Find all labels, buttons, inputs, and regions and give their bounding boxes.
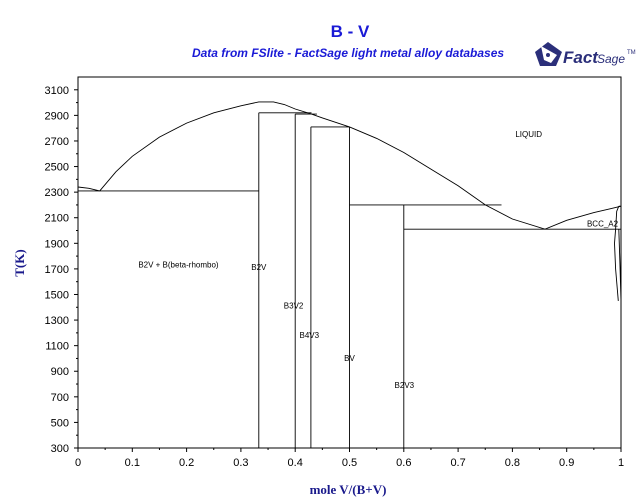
logo-trademark: TM — [627, 50, 636, 56]
y-tick-label: 700 — [51, 392, 69, 404]
x-tick-label: 0.7 — [450, 457, 465, 469]
phase-boundary-line — [77, 186, 100, 192]
x-tick-label: 0.5 — [342, 457, 357, 469]
phase-region-label: B3V2 — [284, 302, 304, 311]
y-tick-label: 2900 — [45, 110, 69, 122]
phase-boundary-line — [614, 229, 619, 301]
y-tick-label: 1300 — [45, 315, 69, 327]
y-tick-label: 1900 — [45, 238, 69, 250]
phase-region-label: B2V + B(beta-rhombo) — [138, 261, 219, 270]
y-axis-label: T(K) — [12, 249, 27, 276]
x-tick-label: 0.6 — [396, 457, 411, 469]
phase-region-labels: LIQUID B2V + B(beta-rhombo) B2V B3V2 B4V3 BV B… — [138, 130, 618, 390]
chart-subtitle: Data from FSlite - FactSage light metal … — [192, 46, 504, 60]
phase-region-label: LIQUID — [515, 130, 542, 139]
chart-title: B - V — [331, 22, 370, 41]
x-tick-label: 0.8 — [505, 457, 520, 469]
y-tick-label: 500 — [51, 417, 69, 429]
x-tick-label: 0.9 — [559, 457, 574, 469]
factsage-logo: Fact Sage TM — [535, 42, 636, 67]
phase-boundary-line — [615, 206, 620, 230]
x-axis-label: mole V/(B+V) — [310, 482, 387, 497]
y-tick-label: 1500 — [45, 289, 69, 301]
phase-region-label: B4V3 — [300, 331, 320, 340]
y-tick-label: 1100 — [45, 341, 69, 353]
x-tick-label: 0.3 — [233, 457, 248, 469]
logo-text-fact: Fact — [563, 48, 599, 67]
y-tick-label: 900 — [51, 366, 69, 378]
y-tick-label: 2700 — [45, 136, 69, 148]
y-tick-label: 2100 — [45, 213, 69, 225]
phase-boundary-lines — [77, 101, 622, 448]
y-tick-label: 3100 — [45, 85, 69, 97]
phase-region-label: BCC_A2 — [587, 220, 619, 229]
x-tick-label: 0.4 — [288, 457, 303, 469]
factsage-logo-molecule-icon — [535, 42, 562, 66]
phase-boundary-line — [618, 229, 622, 301]
y-tick-label: 2500 — [45, 162, 69, 174]
phase-region-label: B2V — [251, 263, 267, 272]
x-tick-label: 0.1 — [125, 457, 140, 469]
x-tick-label: 0.2 — [179, 457, 194, 469]
x-tick-label: 0 — [75, 457, 81, 469]
phase-region-label: BV — [344, 354, 355, 363]
phase-region-label: B2V3 — [395, 381, 415, 390]
phase-boundary-line — [99, 101, 622, 230]
y-axis: 300 500 700 900 1100 1300 1500 1700 1900 2100 2300… — [45, 85, 78, 455]
y-tick-label: 2300 — [45, 187, 69, 199]
x-tick-label: 1 — [618, 457, 624, 469]
y-tick-label: 300 — [51, 443, 69, 455]
y-tick-label: 1700 — [45, 264, 69, 276]
logo-text-sage: Sage — [597, 52, 625, 66]
x-axis: 0 0.1 0.2 0.3 0.4 0.5 0.6 0.7 0.8 0.9 1 — [75, 448, 624, 469]
